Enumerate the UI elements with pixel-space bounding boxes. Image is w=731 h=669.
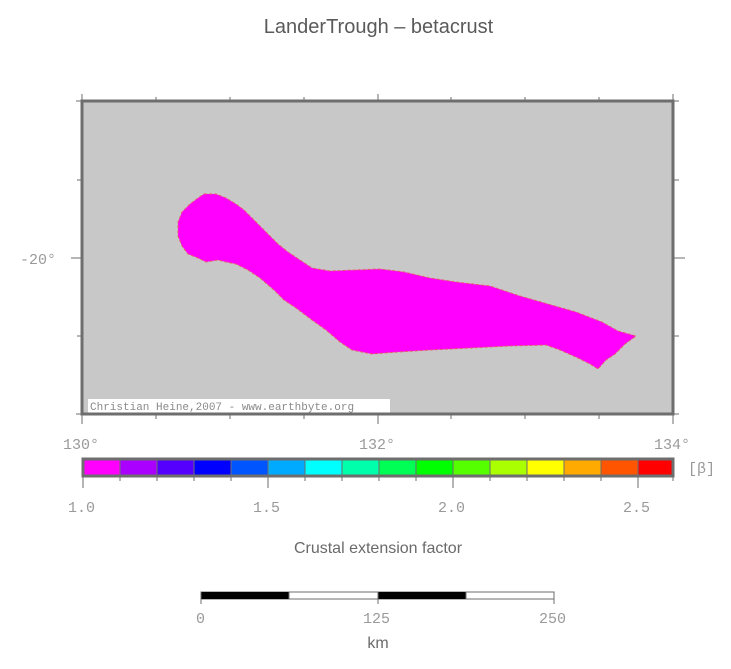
colorbar-tick-1-5: 1.5 xyxy=(253,500,280,517)
scale-tick-250: 250 xyxy=(539,611,566,628)
x-label-134: 134° xyxy=(654,437,690,454)
y-label-neg20: -20° xyxy=(20,252,56,269)
right-ticks xyxy=(673,100,685,415)
bottom-ticks xyxy=(81,414,674,424)
top-ticks xyxy=(81,94,674,101)
credit-text: Christian Heine,2007 - www.earthbyte.org xyxy=(90,402,354,414)
colorbar-tick-2-5: 2.5 xyxy=(623,500,650,517)
credit-box xyxy=(88,399,390,413)
scale-tick-125: 125 xyxy=(363,611,390,628)
x-label-130: 130° xyxy=(63,437,99,454)
scale-tick-0: 0 xyxy=(196,611,205,628)
left-ticks xyxy=(71,100,82,415)
scale-bar xyxy=(200,591,555,604)
colorbar-tick-1-0: 1.0 xyxy=(68,500,95,517)
colorbar-title: Crustal extension factor xyxy=(294,540,463,557)
map-background xyxy=(82,101,673,414)
map-title: LanderTrough – betacrust xyxy=(263,16,494,38)
colorbar-unit: [β] xyxy=(688,461,715,478)
trough-region xyxy=(177,193,638,370)
scale-unit: km xyxy=(367,635,388,652)
colorbar-tick-2-0: 2.0 xyxy=(438,500,465,517)
x-label-132: 132° xyxy=(359,437,395,454)
colorbar xyxy=(81,457,675,488)
